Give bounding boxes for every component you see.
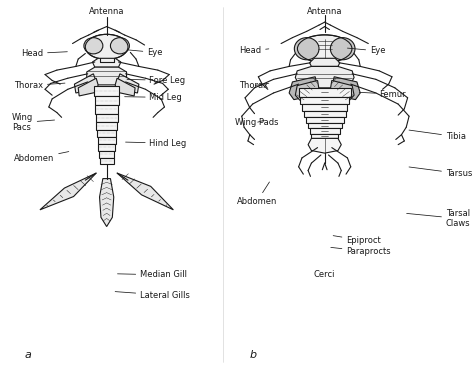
Text: Mid Leg: Mid Leg	[125, 93, 182, 102]
Ellipse shape	[84, 38, 103, 54]
Bar	[97, 130, 116, 137]
Text: Tibia: Tibia	[409, 130, 465, 141]
Polygon shape	[40, 173, 96, 210]
Polygon shape	[100, 179, 114, 227]
Text: Femur: Femur	[359, 90, 406, 99]
Text: Head: Head	[239, 46, 269, 55]
Polygon shape	[295, 80, 319, 100]
Text: Fore Leg: Fore Leg	[127, 76, 185, 85]
Text: Paraprocts: Paraprocts	[331, 247, 391, 256]
Bar	[95, 96, 118, 105]
Text: a: a	[25, 350, 32, 360]
Bar	[95, 105, 118, 114]
Polygon shape	[92, 58, 121, 67]
Polygon shape	[74, 74, 96, 93]
Text: Hind Leg: Hind Leg	[126, 139, 187, 148]
Polygon shape	[117, 173, 173, 210]
Polygon shape	[330, 80, 354, 100]
Text: Thorax: Thorax	[14, 81, 65, 90]
Polygon shape	[117, 74, 139, 93]
Bar	[98, 144, 115, 151]
Text: Wing Pads: Wing Pads	[235, 118, 278, 127]
Polygon shape	[115, 78, 135, 96]
Text: Cerci: Cerci	[314, 270, 336, 279]
Polygon shape	[78, 78, 98, 96]
Text: Antenna: Antenna	[307, 7, 342, 15]
Ellipse shape	[298, 35, 352, 62]
Text: Lateral Gills: Lateral Gills	[115, 291, 190, 300]
Bar	[96, 114, 118, 122]
Ellipse shape	[330, 38, 355, 60]
Bar	[99, 151, 114, 158]
Text: Abdomen: Abdomen	[14, 152, 69, 163]
Bar	[306, 117, 344, 123]
Bar	[300, 97, 349, 104]
Text: Head: Head	[21, 49, 67, 58]
Bar	[302, 104, 347, 111]
Text: Epiproct: Epiproct	[333, 236, 381, 245]
Bar	[299, 88, 351, 97]
Ellipse shape	[294, 38, 319, 60]
Bar	[310, 128, 340, 134]
Polygon shape	[332, 77, 360, 100]
Text: Abdomen: Abdomen	[237, 182, 277, 206]
Text: Thorax: Thorax	[239, 81, 269, 90]
Text: Tarsus: Tarsus	[409, 167, 472, 178]
Text: Antenna: Antenna	[89, 7, 124, 15]
Bar	[96, 122, 117, 130]
Text: Wing
Pacs: Wing Pacs	[12, 113, 55, 132]
Bar	[304, 111, 346, 117]
Bar	[311, 134, 338, 138]
Bar	[98, 137, 116, 144]
Text: Eye: Eye	[128, 48, 163, 57]
Ellipse shape	[110, 38, 129, 54]
Polygon shape	[308, 138, 341, 153]
Polygon shape	[87, 67, 127, 85]
Ellipse shape	[85, 34, 128, 59]
Text: b: b	[250, 350, 257, 360]
Bar	[100, 158, 114, 164]
Bar	[94, 86, 119, 96]
Text: Eye: Eye	[347, 46, 385, 55]
Text: Tarsal
Claws: Tarsal Claws	[407, 209, 470, 228]
Polygon shape	[310, 58, 340, 66]
Polygon shape	[295, 66, 354, 88]
Polygon shape	[289, 77, 318, 100]
Bar	[308, 123, 342, 128]
Text: Median Gill: Median Gill	[118, 270, 187, 279]
